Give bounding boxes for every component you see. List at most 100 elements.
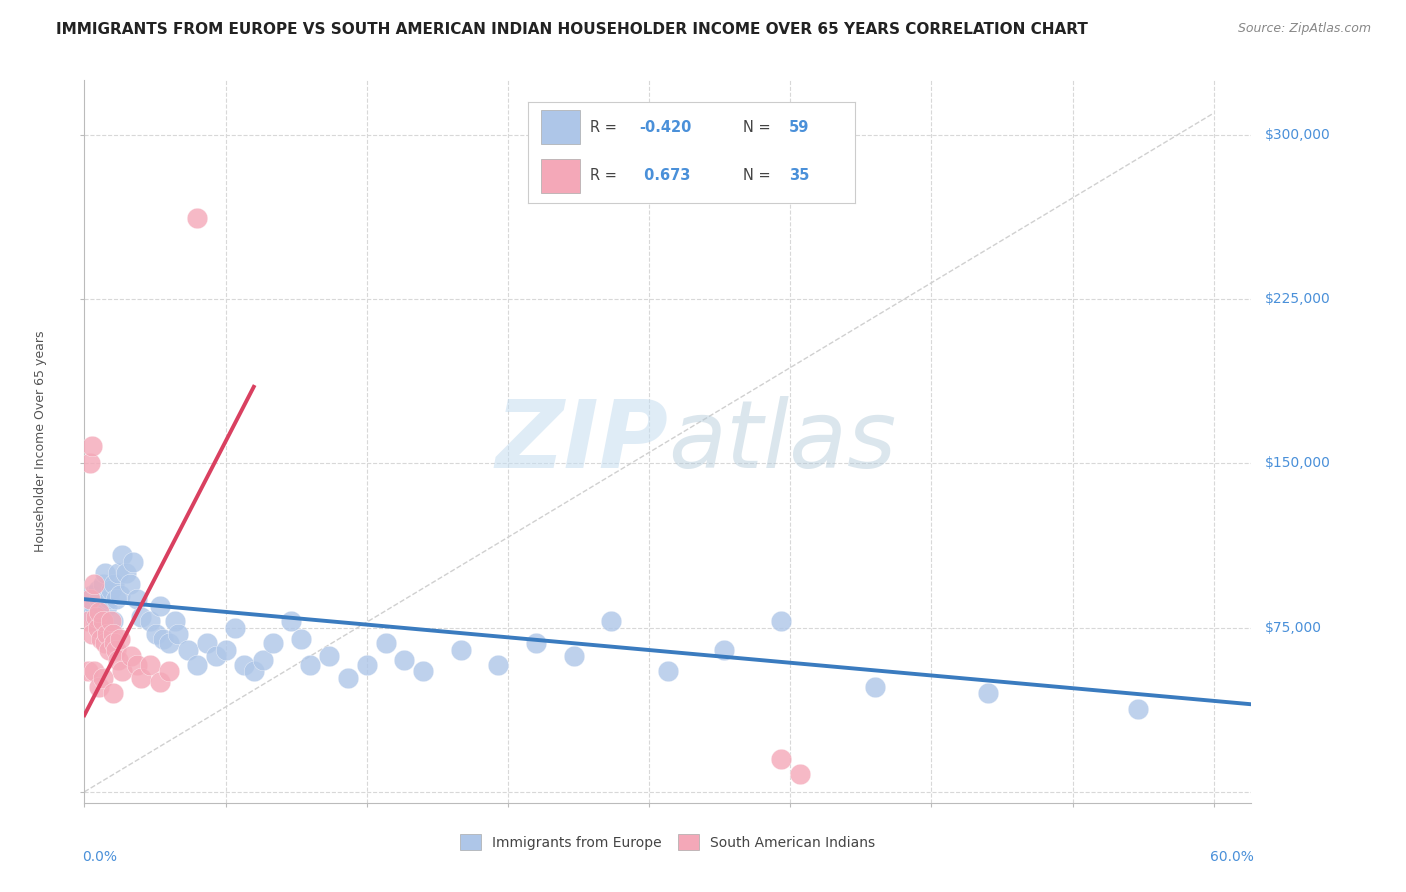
Point [97,642,120,657]
Point [789,767,811,781]
Point [96,599,118,613]
Point [89,680,111,694]
Point [114,566,136,580]
Point [769,614,792,628]
Point [79,605,101,619]
Point [139,614,162,628]
Point [89,592,111,607]
Point [177,642,200,657]
Point [108,632,131,646]
Point [107,566,129,580]
Point [79,592,101,607]
Point [977,686,1000,700]
Point [450,642,472,657]
Text: Source: ZipAtlas.com: Source: ZipAtlas.com [1237,22,1371,36]
Text: $300,000: $300,000 [1265,128,1331,142]
Point [86,621,108,635]
Point [89,605,111,619]
Text: $150,000: $150,000 [1265,457,1331,470]
Point [157,636,180,650]
Point [157,665,180,679]
Point [524,636,547,650]
Point [600,614,623,628]
Point [356,657,378,672]
Point [80,588,103,602]
Point [233,657,256,672]
Text: 0.0%: 0.0% [82,850,117,863]
Point [167,627,190,641]
Point [769,752,792,766]
Point [108,588,131,602]
Point [280,614,302,628]
Point [107,653,129,667]
Point [118,577,141,591]
Point [103,577,125,591]
Point [863,680,886,694]
Text: 60.0%: 60.0% [1209,850,1254,863]
Point [149,675,172,690]
Point [101,627,124,641]
Point [205,649,228,664]
Point [79,457,101,471]
Point [83,665,105,679]
Point [94,636,117,650]
Point [290,632,312,646]
Point [186,211,208,226]
Point [90,632,112,646]
Point [318,649,340,664]
Point [111,665,134,679]
Point [96,627,118,641]
Point [94,566,117,580]
Point [1128,701,1150,715]
Point [299,657,322,672]
Text: Householder Income Over 65 years: Householder Income Over 65 years [34,331,46,552]
Point [101,686,124,700]
Point [186,657,208,672]
Point [145,627,167,641]
Text: IMMIGRANTS FROM EUROPE VS SOUTH AMERICAN INDIAN HOUSEHOLDER INCOME OVER 65 YEARS: IMMIGRANTS FROM EUROPE VS SOUTH AMERICAN… [56,22,1088,37]
Point [105,592,128,607]
Text: $225,000: $225,000 [1265,293,1331,306]
Point [83,577,105,591]
Point [77,614,100,628]
Point [83,599,105,613]
Point [84,609,107,624]
Point [80,627,103,641]
Point [562,649,585,664]
Text: ZIP: ZIP [495,395,668,488]
Point [195,636,218,650]
Point [101,614,124,628]
Point [111,549,134,563]
Point [374,636,396,650]
Point [152,632,174,646]
Point [77,665,100,679]
Point [252,653,274,667]
Point [100,583,122,598]
Point [125,592,148,607]
Point [90,609,112,624]
Point [657,665,679,679]
Point [129,609,152,624]
Point [84,614,107,628]
Text: $75,000: $75,000 [1265,621,1323,634]
Point [91,671,114,685]
Point [122,555,145,569]
Legend: Immigrants from Europe, South American Indians: Immigrants from Europe, South American I… [453,828,883,857]
Point [91,577,114,591]
Point [91,614,114,628]
Point [242,665,264,679]
Point [336,671,359,685]
Point [129,671,152,685]
Point [412,665,434,679]
Point [713,642,735,657]
Point [86,583,108,598]
Point [163,614,186,628]
Point [149,599,172,613]
Point [488,657,510,672]
Point [100,614,122,628]
Point [105,642,128,657]
Point [224,621,246,635]
Point [120,649,142,664]
Point [80,439,103,453]
Text: atlas: atlas [668,396,896,487]
